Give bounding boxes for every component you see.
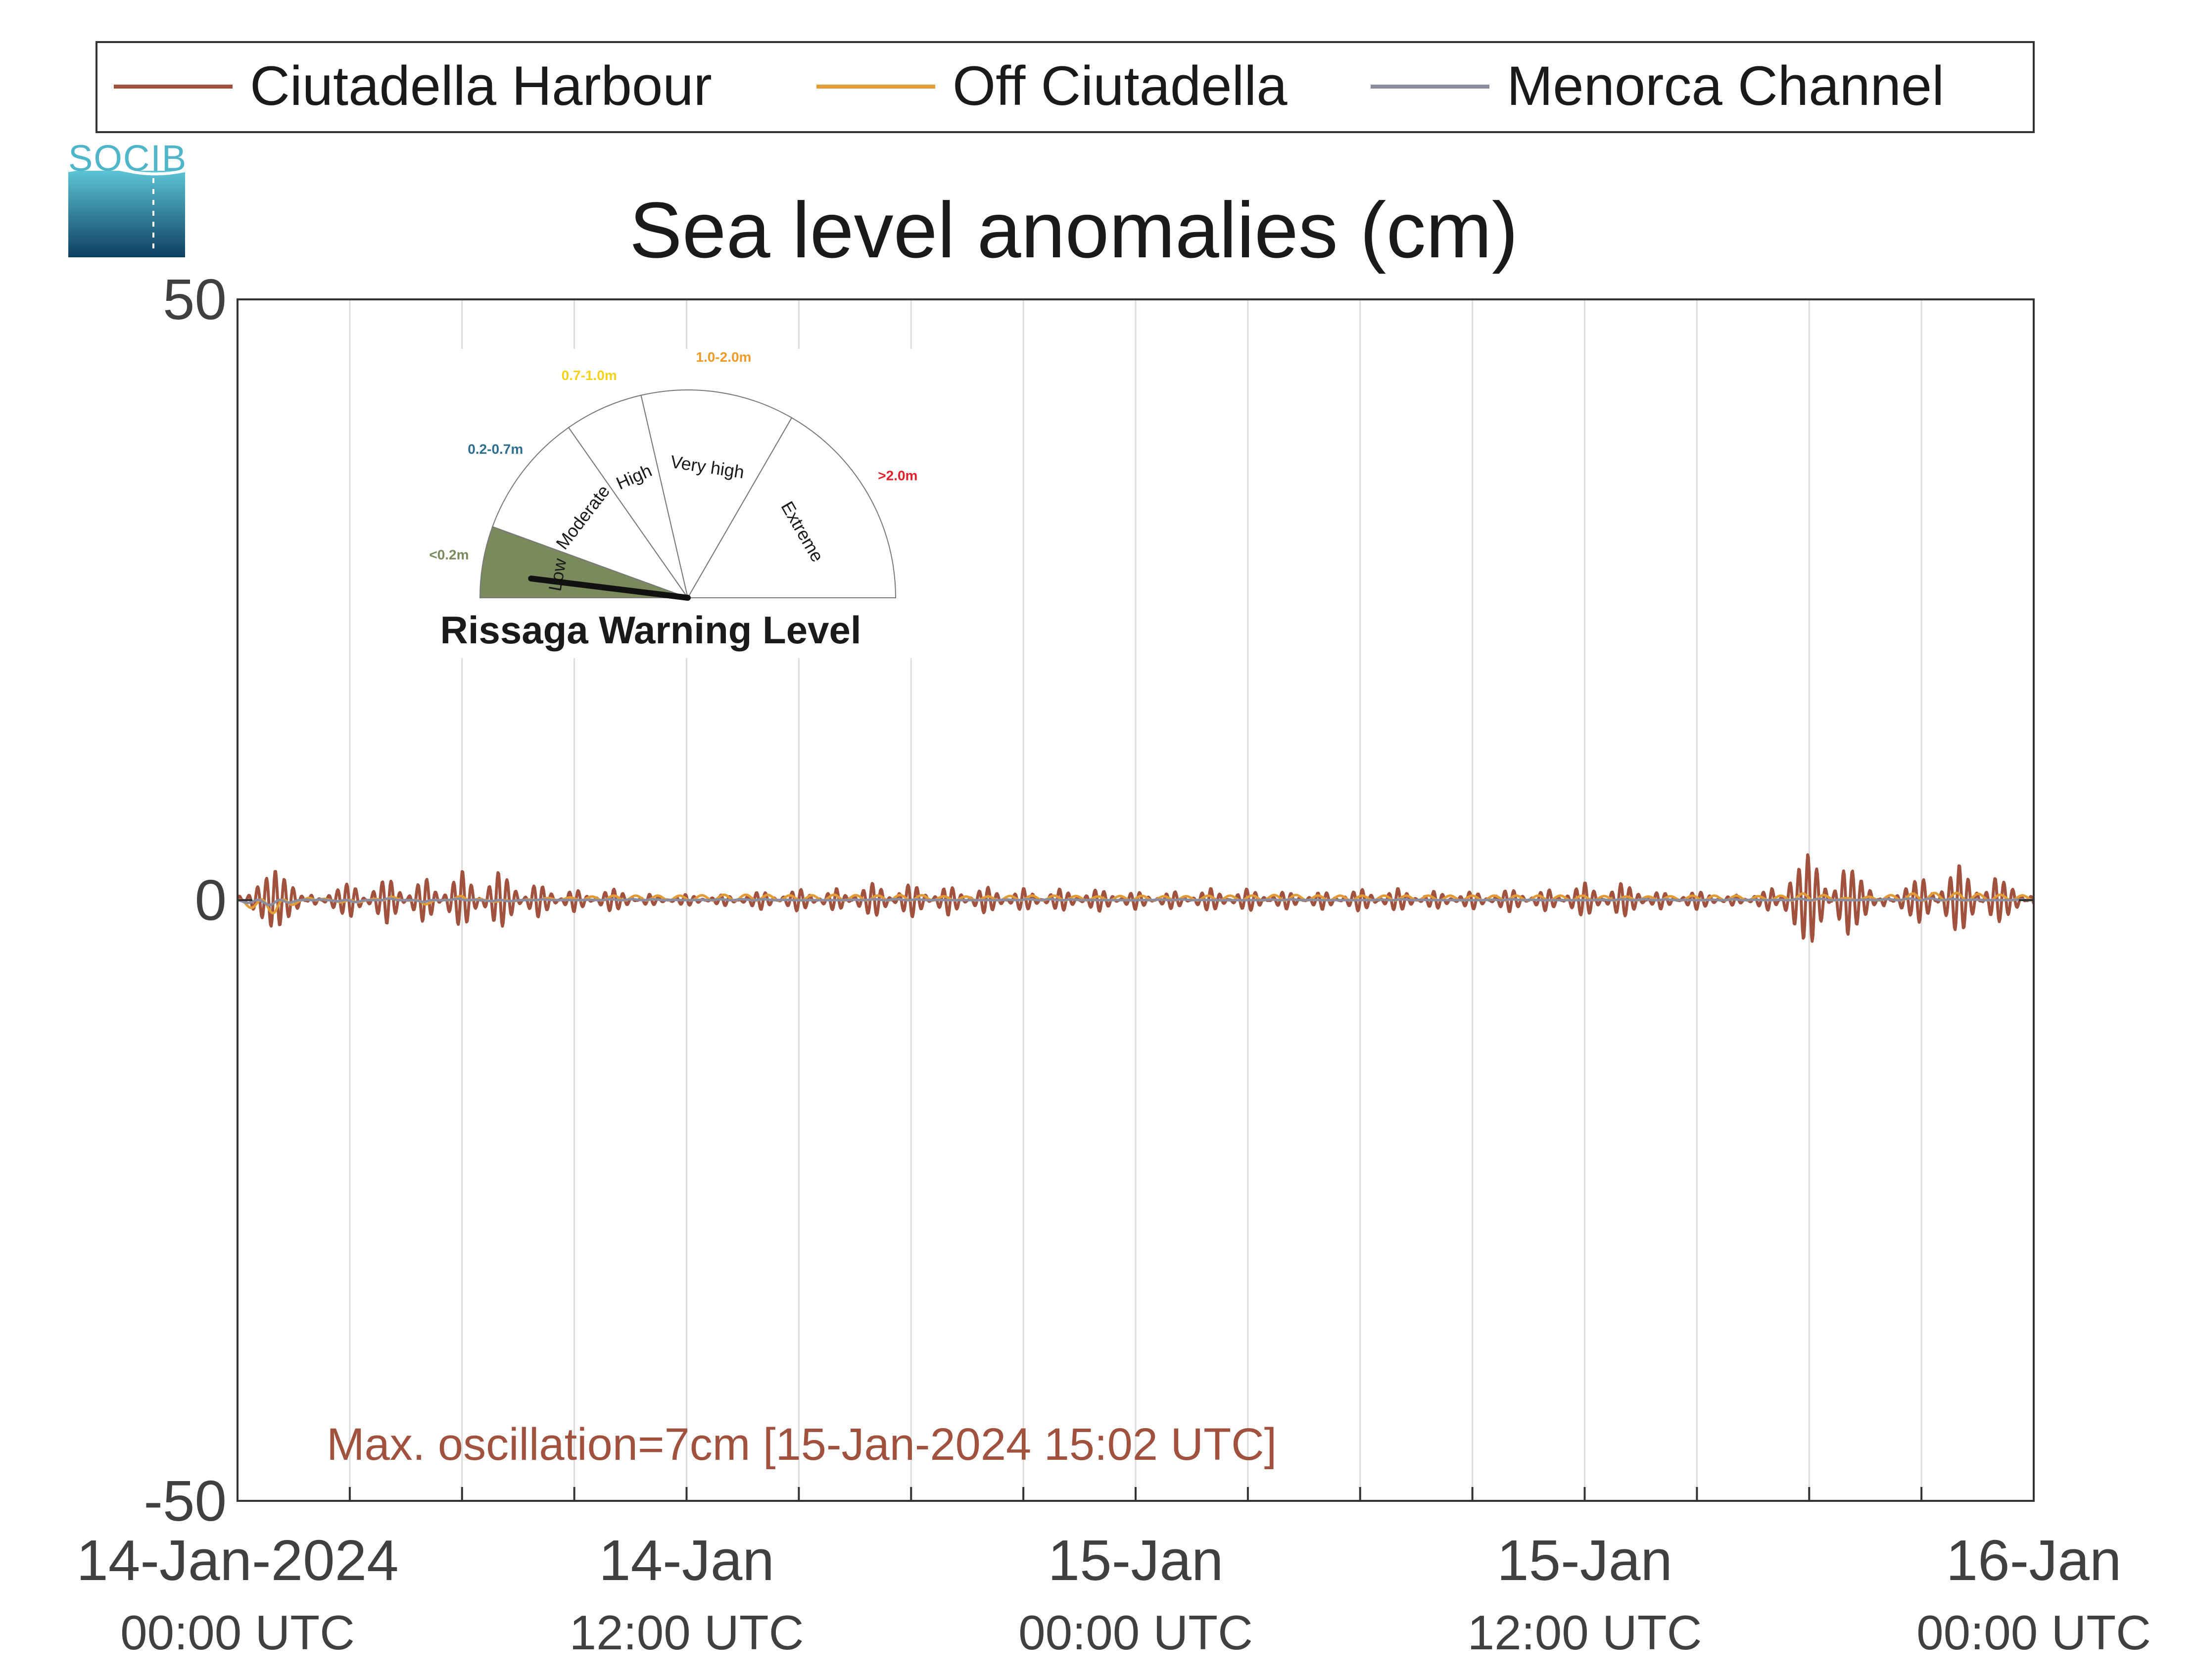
legend-label-menorca-channel: Menorca Channel xyxy=(1507,55,1944,117)
series-line-menorca-channel xyxy=(238,897,2034,907)
gauge-sector-moderate xyxy=(492,427,689,599)
legend-label-ciutadella-harbour: Ciutadella Harbour xyxy=(250,55,712,117)
gauge-range-label: 1.0-2.0m xyxy=(696,349,751,365)
max-oscillation-annotation: Max. oscillation=7cm [15-Jan-2024 15:02 … xyxy=(327,1419,1277,1470)
legend: Ciutadella Harbour Off Ciutadella Menorc… xyxy=(96,41,2035,133)
x-tick-label-date: 16-Jan xyxy=(1946,1528,2122,1592)
x-tick-label-time: 12:00 UTC xyxy=(1468,1605,1702,1660)
gauge-range-label: <0.2m xyxy=(429,547,469,562)
x-tick-label-time: 00:00 UTC xyxy=(120,1605,355,1660)
x-tick-label-time: 00:00 UTC xyxy=(1916,1605,2151,1660)
x-tick-label-date: 15-Jan xyxy=(1048,1528,1224,1592)
gauge-needle xyxy=(528,576,691,601)
y-axis-labels: 50 0 -50 xyxy=(143,267,227,1533)
series-layer xyxy=(238,853,2034,943)
logo-block xyxy=(68,171,185,257)
legend-label-off-ciutadella: Off Ciutadella xyxy=(953,55,1288,117)
gauge-sector-very-high xyxy=(640,389,793,599)
legend-box xyxy=(96,41,2035,133)
gauge-range-label: >2.0m xyxy=(878,468,917,483)
gauge-sector-extreme xyxy=(687,417,897,598)
x-tick-label-date: 14-Jan xyxy=(599,1528,774,1592)
gauge-sector-high xyxy=(568,394,688,598)
y-tick-label: 0 xyxy=(194,868,227,932)
gauge-sectors: Low<0.2mModerate0.2-0.7mHigh0.7-1.0mVery… xyxy=(429,349,917,601)
y-tick-label: 50 xyxy=(163,267,227,332)
gauge-title: Rissaga Warning Level xyxy=(440,608,861,652)
gauge-range-label: 0.2-0.7m xyxy=(468,441,523,457)
socib-logo: SOCIB xyxy=(68,138,187,257)
x-axis-labels: 14-Jan-2024 00:00 UTC 14-Jan 12:00 UTC 15-Ja… xyxy=(76,1528,2151,1660)
y-tick-label: -50 xyxy=(143,1469,227,1533)
chart-title: Sea level anomalies (cm) xyxy=(629,186,1518,274)
logo-text: SOCIB xyxy=(68,138,187,179)
x-tick-label-date: 14-Jan-2024 xyxy=(76,1528,398,1592)
x-tick-label-time: 00:00 UTC xyxy=(1018,1605,1253,1660)
x-tick-label-time: 12:00 UTC xyxy=(570,1605,804,1660)
gauge-range-label: 0.7-1.0m xyxy=(562,368,617,383)
x-tick-label-date: 15-Jan xyxy=(1497,1528,1672,1592)
rissaga-gauge: Low<0.2mModerate0.2-0.7mHigh0.7-1.0mVery… xyxy=(403,349,923,658)
ticks xyxy=(238,899,2034,1501)
